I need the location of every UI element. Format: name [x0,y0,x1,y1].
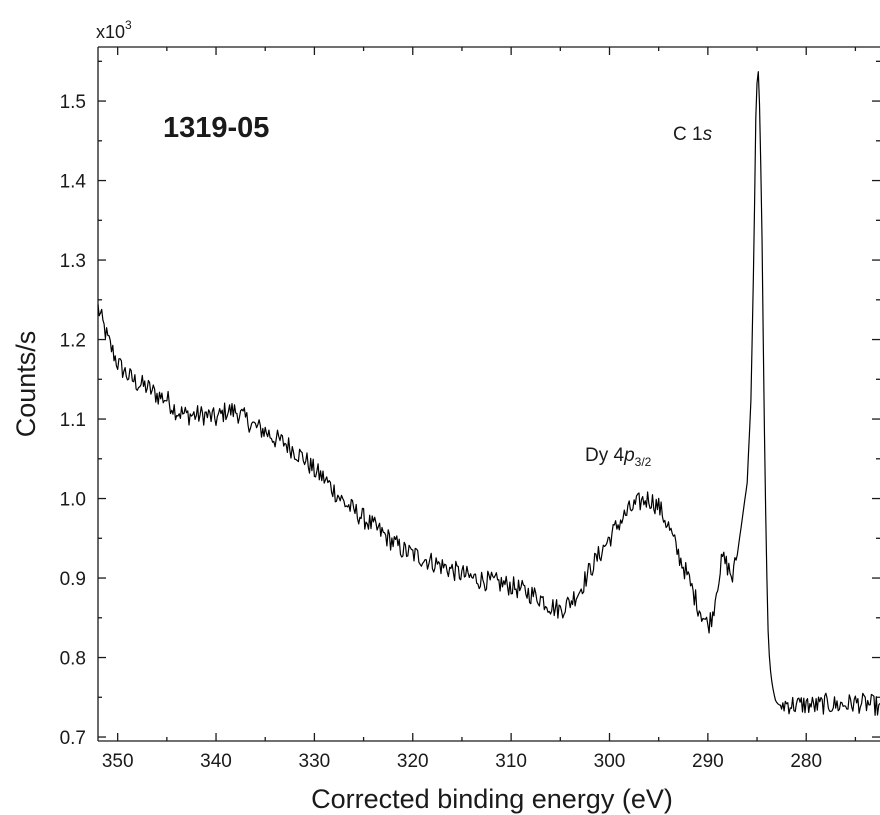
spectrum-line [97,71,880,716]
y-tick-label: 1.1 [60,410,86,431]
y-tick-label: 1.3 [60,251,86,272]
peak-label-dy4p-prefix: Dy 4 [585,445,625,466]
y-multiplier-exponent: 3 [125,18,132,32]
y-tick-label: 0.7 [60,728,86,749]
peak-label-dy4p-subscript: 3/2 [635,455,652,469]
sample-label: 1319-05 [163,112,269,144]
x-tick-label: 340 [200,751,232,772]
y-multiplier-base: x10 [96,22,125,42]
peak-label-c1s-prefix: C 1 [673,124,703,145]
x-axis-title: Corrected binding energy (eV) [311,784,673,814]
x-tick-label: 300 [594,751,626,772]
peak-label-dy4p-orbital: p [623,445,635,466]
peak-label-c1s: C 1s [673,124,713,145]
y-tick-label: 1.0 [60,490,86,511]
x-tick-label: 320 [397,751,429,772]
x-tick-label: 310 [495,751,527,772]
axis-tick-labels: 350 340 330 320 310 300 290 280 0.7 0.8 0.9 1.0 1.1 1… [60,92,822,772]
peak-label-c1s-orbital: s [703,124,713,145]
x-tick-label: 280 [790,751,822,772]
y-tick-label: 1.4 [60,172,87,193]
y-tick-label: 0.8 [60,649,86,670]
peak-label-dy4p: Dy 4p3/2 [585,445,652,469]
y-axis-multiplier: x103 [96,18,132,42]
plot-axes [97,46,880,742]
axis-ticks [98,47,880,741]
y-tick-label: 1.2 [60,331,86,352]
x-tick-label: 330 [299,751,331,772]
y-tick-label: 0.9 [60,569,86,590]
y-tick-label: 1.5 [60,92,86,113]
x-tick-label: 290 [692,751,724,772]
y-axis-title: Counts/s [11,331,41,438]
x-tick-label: 350 [102,751,134,772]
